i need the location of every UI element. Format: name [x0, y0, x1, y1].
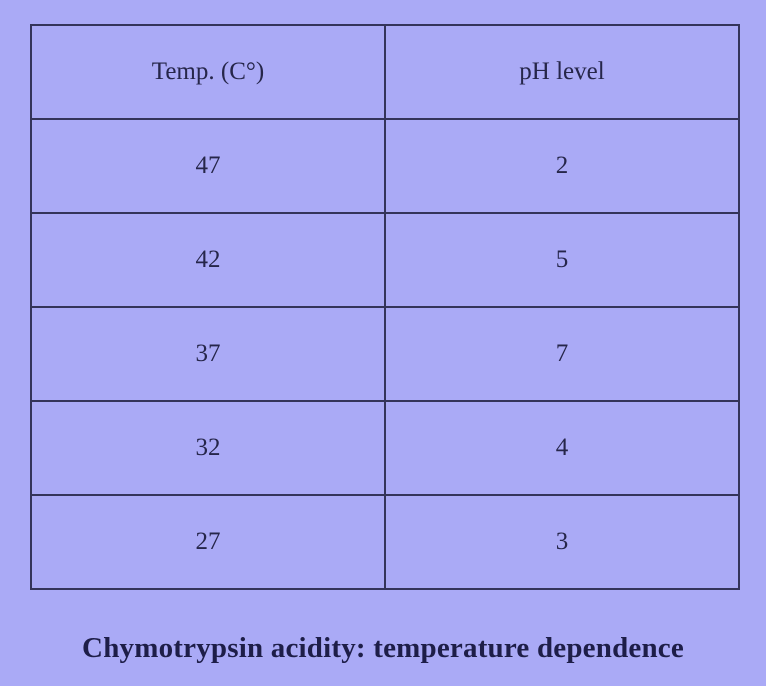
table-row: 47 2: [30, 118, 740, 214]
header-cell: Temp. (C°): [30, 24, 386, 120]
table-cell: 3: [384, 494, 740, 590]
table-cell: 5: [384, 212, 740, 308]
table-row: 32 4: [30, 400, 740, 496]
table-cell: 32: [30, 400, 386, 496]
data-table: Temp. (C°) pH level 47 2 42 5 37 7 32 4 27 3: [30, 24, 740, 590]
header-cell: pH level: [384, 24, 740, 120]
table-cell: 7: [384, 306, 740, 402]
header-row: Temp. (C°) pH level: [30, 24, 740, 120]
table-cell: 42: [30, 212, 386, 308]
table-body: 47 2 42 5 37 7 32 4 27 3: [30, 118, 740, 590]
table-cell: 37: [30, 306, 386, 402]
table-row: 27 3: [30, 494, 740, 590]
table-row: 37 7: [30, 306, 740, 402]
table-cell: 47: [30, 118, 386, 214]
table-cell: 4: [384, 400, 740, 496]
caption: Chymotrypsin acidity: temperature depend…: [82, 632, 684, 664]
table-cell: 2: [384, 118, 740, 214]
table-row: 42 5: [30, 212, 740, 308]
table-cell: 27: [30, 494, 386, 590]
